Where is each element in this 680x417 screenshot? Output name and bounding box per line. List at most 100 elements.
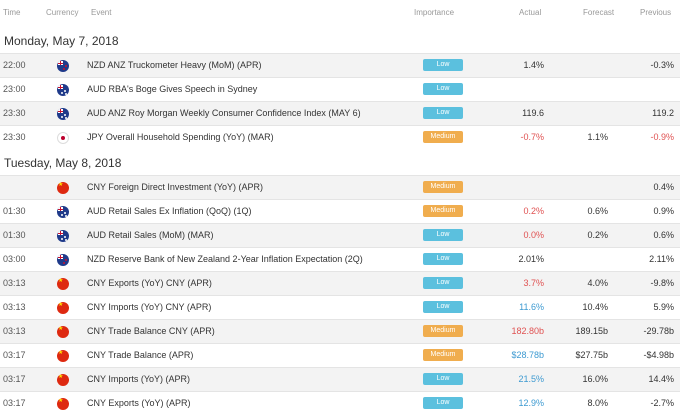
event-row[interactable]: 23:30 AUD ANZ Roy Morgan Weekly Consumer … bbox=[0, 101, 680, 125]
event-time: 23:00 bbox=[3, 84, 26, 94]
au-flag-icon bbox=[57, 108, 69, 120]
header-previous: Previous bbox=[640, 8, 672, 17]
previous-value: -29.78b bbox=[643, 326, 674, 336]
event-time: 22:00 bbox=[3, 60, 26, 70]
forecast-value: 0.2% bbox=[587, 230, 608, 240]
forecast-value: 8.0% bbox=[587, 398, 608, 408]
header-forecast: Forecast bbox=[583, 8, 615, 17]
previous-value: -2.7% bbox=[650, 398, 674, 408]
importance-badge: Medium bbox=[423, 205, 463, 217]
event-time: 03:13 bbox=[3, 326, 26, 336]
cn-flag-icon bbox=[57, 302, 69, 314]
event-row[interactable]: 03:13 CNY Exports (YoY) CNY (APR) Low 3.7% 4… bbox=[0, 271, 680, 295]
event-name[interactable]: CNY Exports (YoY) (APR) bbox=[87, 398, 191, 408]
importance-badge: Low bbox=[423, 373, 463, 385]
nz-flag-icon bbox=[57, 60, 69, 72]
previous-value: 14.4% bbox=[648, 374, 674, 384]
importance-badge: Low bbox=[423, 277, 463, 289]
event-row[interactable]: 03:17 CNY Trade Balance (APR) Medium $28.78… bbox=[0, 343, 680, 367]
nz-flag-icon bbox=[57, 254, 69, 266]
actual-value: 21.5% bbox=[518, 374, 544, 384]
actual-value: 182.80b bbox=[511, 326, 544, 336]
actual-value: -0.7% bbox=[520, 132, 544, 142]
actual-value: 11.6% bbox=[519, 302, 544, 312]
event-time: 03:13 bbox=[3, 302, 26, 312]
importance-badge: Low bbox=[423, 229, 463, 241]
event-row[interactable]: 01:30 AUD Retail Sales (MoM) (MAR) Low 0.0%… bbox=[0, 223, 680, 247]
au-flag-icon bbox=[57, 230, 69, 242]
importance-badge: Medium bbox=[423, 349, 463, 361]
event-name[interactable]: AUD ANZ Roy Morgan Weekly Consumer Confi… bbox=[87, 108, 361, 118]
event-name[interactable]: NZD ANZ Truckometer Heavy (MoM) (APR) bbox=[87, 60, 262, 70]
cn-flag-icon bbox=[57, 182, 69, 194]
previous-value: -0.9% bbox=[650, 132, 674, 142]
event-time: 01:30 bbox=[3, 230, 26, 240]
cn-flag-icon bbox=[57, 398, 69, 410]
event-row[interactable]: 22:00 NZD ANZ Truckometer Heavy (MoM) (AP… bbox=[0, 53, 680, 77]
forecast-value: 16.0% bbox=[582, 374, 608, 384]
event-name[interactable]: AUD Retail Sales Ex Inflation (QoQ) (1Q) bbox=[87, 206, 252, 216]
jp-flag-icon bbox=[57, 132, 69, 144]
cn-flag-icon bbox=[57, 350, 69, 362]
actual-value: $28.78b bbox=[511, 350, 544, 360]
au-flag-icon bbox=[57, 84, 69, 96]
actual-value: 0.2% bbox=[523, 206, 544, 216]
header-importance: Importance bbox=[414, 8, 455, 17]
table-header: Time Currency Event Importance Actual Fo… bbox=[0, 0, 680, 24]
event-time: 03:13 bbox=[3, 278, 26, 288]
event-row[interactable]: 03:00 NZD Reserve Bank of New Zealand 2-Y… bbox=[0, 247, 680, 271]
day-header: Tuesday, May 8, 2018 bbox=[0, 151, 680, 175]
cn-flag-icon bbox=[57, 278, 69, 290]
header-time: Time bbox=[3, 8, 21, 17]
importance-badge: Low bbox=[423, 253, 463, 265]
event-row[interactable]: 23:30 JPY Overall Household Spending (YoY… bbox=[0, 125, 680, 149]
event-name[interactable]: CNY Imports (YoY) CNY (APR) bbox=[87, 302, 212, 312]
event-time: 23:30 bbox=[3, 108, 26, 118]
event-name[interactable]: CNY Imports (YoY) (APR) bbox=[87, 374, 191, 384]
forecast-value: 0.6% bbox=[587, 206, 608, 216]
importance-badge: Low bbox=[423, 397, 463, 409]
event-row[interactable]: 23:00 AUD RBA's Boge Gives Speech in Sydn… bbox=[0, 77, 680, 101]
actual-value: 1.4% bbox=[523, 60, 544, 70]
importance-badge: Medium bbox=[423, 325, 463, 337]
event-name[interactable]: CNY Trade Balance (APR) bbox=[87, 350, 194, 360]
importance-badge: Low bbox=[423, 59, 463, 71]
event-time: 03:00 bbox=[3, 254, 26, 264]
previous-value: 0.6% bbox=[653, 230, 674, 240]
day-header: Monday, May 7, 2018 bbox=[0, 29, 680, 53]
header-currency: Currency bbox=[46, 8, 79, 17]
event-row[interactable]: 03:17 CNY Imports (YoY) (APR) Low 21.5% 16.0… bbox=[0, 367, 680, 391]
previous-value: -9.8% bbox=[650, 278, 674, 288]
importance-badge: Low bbox=[423, 107, 463, 119]
event-time: 23:30 bbox=[3, 132, 26, 142]
event-name[interactable]: JPY Overall Household Spending (YoY) (MA… bbox=[87, 132, 274, 142]
forecast-value: 4.0% bbox=[587, 278, 608, 288]
event-name[interactable]: CNY Exports (YoY) CNY (APR) bbox=[87, 278, 212, 288]
importance-badge: Low bbox=[423, 83, 463, 95]
event-name[interactable]: CNY Foreign Direct Investment (YoY) (APR… bbox=[87, 182, 264, 192]
au-flag-icon bbox=[57, 206, 69, 218]
event-row[interactable]: 03:13 CNY Imports (YoY) CNY (APR) Low 11.6%… bbox=[0, 295, 680, 319]
header-event: Event bbox=[91, 8, 112, 17]
forecast-value: 10.4% bbox=[582, 302, 608, 312]
event-name[interactable]: NZD Reserve Bank of New Zealand 2-Year I… bbox=[87, 254, 363, 264]
previous-value: -$4.98b bbox=[643, 350, 674, 360]
importance-badge: Medium bbox=[423, 131, 463, 143]
previous-value: 2.11% bbox=[649, 254, 674, 264]
event-name[interactable]: AUD RBA's Boge Gives Speech in Sydney bbox=[87, 84, 258, 94]
event-name[interactable]: AUD Retail Sales (MoM) (MAR) bbox=[87, 230, 214, 240]
previous-value: 0.4% bbox=[653, 182, 674, 192]
previous-value: 119.2 bbox=[652, 108, 674, 118]
actual-value: 12.9% bbox=[518, 398, 544, 408]
event-row[interactable]: CNY Foreign Direct Investment (YoY) (APR… bbox=[0, 175, 680, 199]
event-name[interactable]: CNY Trade Balance CNY (APR) bbox=[87, 326, 215, 336]
forecast-value: $27.75b bbox=[575, 350, 608, 360]
event-row[interactable]: 03:17 CNY Exports (YoY) (APR) Low 12.9% 8.0%… bbox=[0, 391, 680, 415]
actual-value: 119.6 bbox=[522, 108, 544, 118]
event-row[interactable]: 03:13 CNY Trade Balance CNY (APR) Medium 18… bbox=[0, 319, 680, 343]
event-time: 03:17 bbox=[3, 350, 26, 360]
forecast-value: 189.15b bbox=[575, 326, 608, 336]
event-row[interactable]: 01:30 AUD Retail Sales Ex Inflation (QoQ)… bbox=[0, 199, 680, 223]
header-actual: Actual bbox=[519, 8, 542, 17]
actual-value: 2.01% bbox=[518, 254, 544, 264]
